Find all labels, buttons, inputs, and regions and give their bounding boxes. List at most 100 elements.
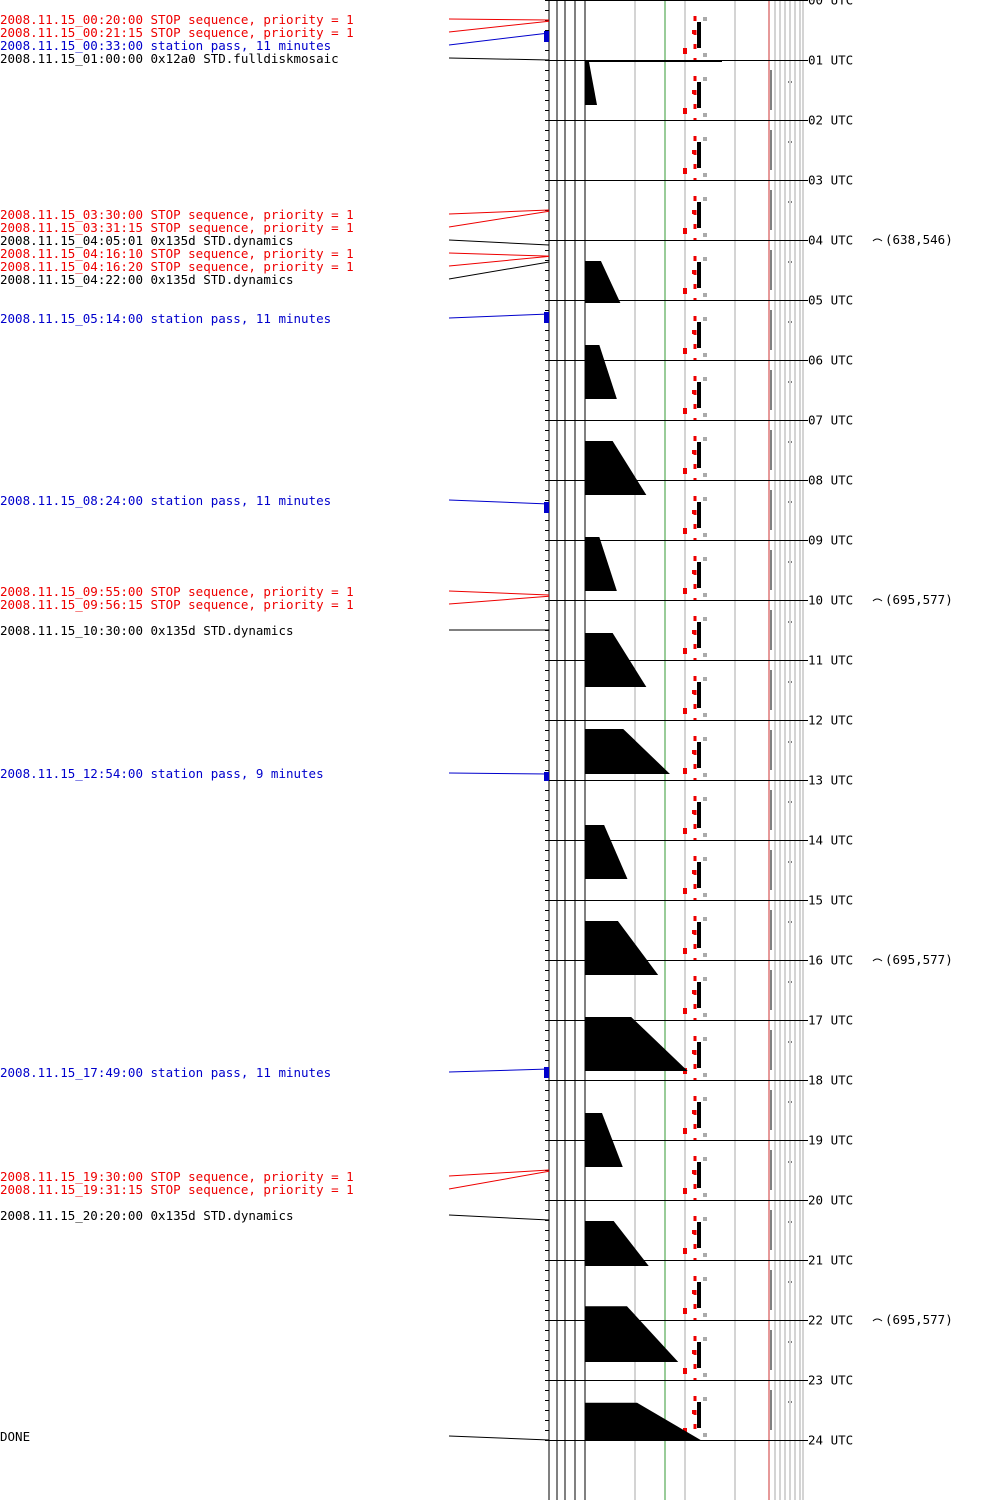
event-connector bbox=[448, 1068, 550, 1073]
hour-label: 05 UTC bbox=[808, 293, 853, 308]
hour-marker-gray bbox=[703, 1097, 707, 1101]
event-connector bbox=[448, 772, 550, 775]
hour-marker-gray bbox=[703, 173, 707, 177]
pass-marker bbox=[544, 1067, 549, 1079]
red-block bbox=[683, 828, 687, 834]
event-label: 2008.11.15_01:00:00 0x12a0 STD.fulldiskm… bbox=[0, 51, 339, 66]
hour-label: 02 UTC bbox=[808, 113, 853, 128]
red-block bbox=[683, 1008, 687, 1014]
hour-marker-dot bbox=[692, 870, 696, 874]
event-connector bbox=[448, 499, 550, 505]
red-block bbox=[683, 48, 687, 54]
hour-marker-dot bbox=[692, 570, 696, 574]
hour-label: 21 UTC bbox=[808, 1253, 853, 1268]
hour-marker-gray bbox=[703, 53, 707, 57]
event-connector bbox=[448, 18, 550, 21]
hour-marker-gray bbox=[703, 1133, 707, 1137]
event-connector bbox=[448, 595, 550, 605]
hour-marker bbox=[697, 1042, 701, 1068]
hour-marker-gray bbox=[703, 413, 707, 417]
event-connector bbox=[448, 32, 550, 46]
position-marker bbox=[872, 238, 883, 242]
hour-marker bbox=[697, 322, 701, 348]
hour-marker-gray bbox=[703, 293, 707, 297]
hour-label: 23 UTC bbox=[808, 1373, 853, 1388]
hour-label: 10 UTC bbox=[808, 593, 853, 608]
hour-marker-gray bbox=[703, 1397, 707, 1401]
pass-marker bbox=[544, 31, 549, 42]
hour-marker-dot bbox=[692, 270, 696, 274]
event-label: 2008.11.15_03:31:15 STOP sequence, prior… bbox=[0, 220, 354, 235]
hour-marker-gray bbox=[703, 1313, 707, 1317]
hour-marker-gray bbox=[703, 497, 707, 501]
hour-marker-gray bbox=[703, 17, 707, 21]
load-triangle bbox=[585, 441, 647, 495]
hour-marker bbox=[697, 802, 701, 828]
red-block bbox=[683, 948, 687, 954]
position-label: (695,577) bbox=[885, 592, 953, 607]
hour-marker-gray bbox=[703, 473, 707, 477]
hour-label: 20 UTC bbox=[808, 1193, 853, 1208]
event-connector bbox=[448, 20, 550, 33]
event-label: 2008.11.15_04:05:01 0x135d STD.dynamics bbox=[0, 233, 294, 248]
hour-marker-dot bbox=[692, 990, 696, 994]
hour-marker bbox=[697, 22, 701, 48]
hour-marker-dot bbox=[692, 90, 696, 94]
hour-label: 17 UTC bbox=[808, 1013, 853, 1028]
hour-marker-gray bbox=[703, 653, 707, 657]
load-triangle bbox=[585, 537, 617, 591]
event-label: 2008.11.15_09:56:15 STOP sequence, prior… bbox=[0, 597, 354, 612]
hour-label: 12 UTC bbox=[808, 713, 853, 728]
red-block bbox=[683, 348, 687, 354]
hour-marker-gray bbox=[703, 1037, 707, 1041]
hour-marker-gray bbox=[703, 893, 707, 897]
hour-marker-gray bbox=[703, 713, 707, 717]
hour-marker-gray bbox=[703, 77, 707, 81]
hour-marker-dot bbox=[692, 510, 696, 514]
mosaic-wedge bbox=[585, 62, 597, 105]
red-block bbox=[683, 1248, 687, 1254]
hour-marker-gray bbox=[703, 833, 707, 837]
hour-marker bbox=[697, 1402, 701, 1428]
hour-label: 14 UTC bbox=[808, 833, 853, 848]
red-block bbox=[683, 888, 687, 894]
red-block bbox=[683, 1188, 687, 1194]
hour-marker-gray bbox=[703, 1253, 707, 1257]
hour-label: 19 UTC bbox=[808, 1133, 853, 1148]
hour-marker-dot bbox=[692, 450, 696, 454]
hour-label: 03 UTC bbox=[808, 173, 853, 188]
hour-marker bbox=[697, 922, 701, 948]
event-label: 2008.11.15_04:22:00 0x135d STD.dynamics bbox=[0, 272, 294, 287]
event-connector bbox=[448, 261, 550, 280]
hour-label: 07 UTC bbox=[808, 413, 853, 428]
hour-marker bbox=[697, 1102, 701, 1128]
red-block bbox=[683, 1368, 687, 1374]
hour-label: 01 UTC bbox=[808, 53, 853, 68]
position-marker bbox=[872, 1318, 883, 1322]
hour-marker-gray bbox=[703, 1157, 707, 1161]
event-connector bbox=[448, 313, 550, 319]
event-connector bbox=[448, 590, 550, 596]
hour-marker-gray bbox=[703, 437, 707, 441]
hour-marker bbox=[697, 1282, 701, 1308]
hour-marker-gray bbox=[703, 533, 707, 537]
load-triangle bbox=[585, 1221, 649, 1266]
hour-marker-gray bbox=[703, 677, 707, 681]
hour-marker bbox=[697, 862, 701, 888]
event-label: 2008.11.15_00:21:15 STOP sequence, prior… bbox=[0, 25, 354, 40]
hour-marker bbox=[697, 562, 701, 588]
event-label: 2008.11.15_12:54:00 station pass, 9 minu… bbox=[0, 766, 324, 781]
hour-marker-gray bbox=[703, 593, 707, 597]
hour-marker-gray bbox=[703, 917, 707, 921]
hour-marker-dot bbox=[692, 210, 696, 214]
red-block bbox=[683, 408, 687, 414]
event-connector bbox=[448, 209, 550, 215]
hour-marker-gray bbox=[703, 1217, 707, 1221]
hour-label: 15 UTC bbox=[808, 893, 853, 908]
event-connector bbox=[448, 255, 550, 267]
hour-marker-gray bbox=[703, 773, 707, 777]
event-label: 2008.11.15_20:20:00 0x135d STD.dynamics bbox=[0, 1208, 294, 1223]
position-marker bbox=[872, 958, 883, 962]
hour-marker-dot bbox=[692, 750, 696, 754]
pass-marker bbox=[544, 311, 549, 323]
